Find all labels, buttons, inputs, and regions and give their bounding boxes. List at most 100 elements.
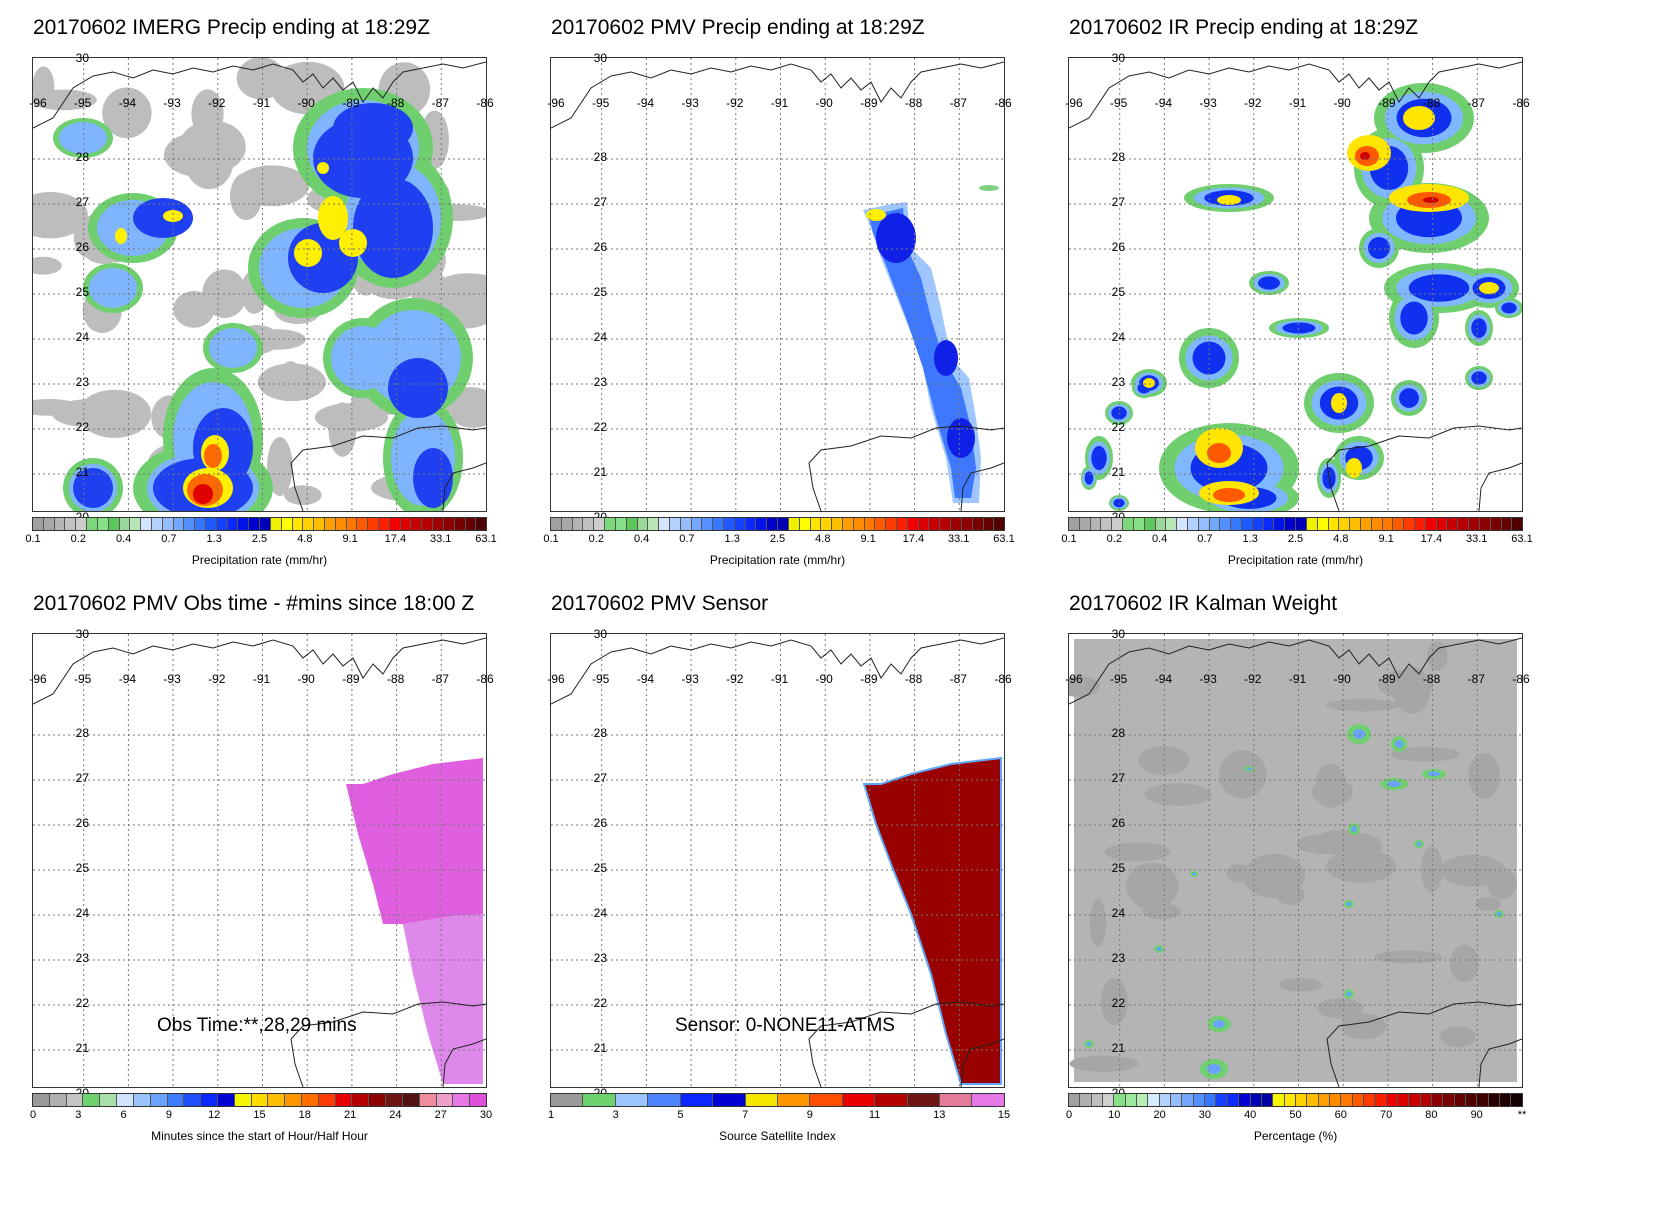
lon-label: -86 [1512, 672, 1530, 686]
lat-label: 23 [75, 375, 89, 389]
colorbar-tick-label: 4.8 [815, 533, 831, 545]
kalman-cell [1213, 1020, 1225, 1028]
lat-label: 25 [75, 285, 89, 299]
colorbar-swatch [1436, 518, 1448, 530]
precip-cell [1403, 106, 1435, 130]
colorbar-swatch [389, 518, 401, 530]
lat-label: 25 [593, 861, 607, 875]
kalman-cell [1428, 771, 1440, 777]
colorbar-tick-label: 24 [389, 1109, 402, 1121]
kalman-cell [1104, 842, 1171, 862]
map-plot [33, 634, 486, 1087]
colorbar-tick-label: 9 [806, 1109, 813, 1121]
colorbar-swatch [270, 518, 282, 530]
colorbar-swatch [1409, 1094, 1421, 1106]
kalman-cell [1086, 1042, 1092, 1046]
lon-label: -94 [636, 672, 655, 686]
colorbar-swatch [465, 518, 477, 530]
colorbar-swatch [853, 518, 865, 530]
colorbar-swatch [1133, 518, 1145, 530]
colorbar-swatch [1443, 1094, 1455, 1106]
kalman-cell [1138, 745, 1190, 775]
colorbar-swatch [49, 1094, 67, 1106]
kalman-cell [1440, 1026, 1476, 1048]
precip-cell [1399, 388, 1419, 408]
precip-cell [413, 448, 453, 508]
colorbar-tick-label: 0.2 [588, 533, 604, 545]
colorbar-swatch [268, 1094, 286, 1106]
colorbar-swatch [151, 518, 163, 530]
colorbar-swatch [907, 1094, 941, 1106]
kalman-cell [1296, 834, 1350, 855]
colorbar-swatch [1454, 1094, 1467, 1106]
colorbar-tick-label: 10 [1108, 1109, 1121, 1121]
precip-cell [866, 209, 886, 221]
map-frame [1068, 57, 1523, 512]
kalman-cell [1226, 864, 1251, 883]
colorbar-swatch [119, 518, 131, 530]
annotation-text: Obs Time:**,28,29 mins [157, 1015, 357, 1036]
colorbar-swatch [76, 518, 88, 530]
colorbar-swatch [1112, 518, 1124, 530]
lon-label: -88 [1422, 672, 1441, 686]
colorbar-swatch [162, 518, 174, 530]
lon-label: -87 [1467, 672, 1485, 686]
lat-label: 26 [1111, 240, 1125, 254]
lon-label: -91 [770, 96, 789, 110]
lon-label: -87 [1467, 96, 1485, 110]
precip-cell [1346, 458, 1362, 478]
precip-cell [115, 228, 127, 244]
colorbar-swatch [734, 518, 746, 530]
colorbar-tick-label: 80 [1425, 1109, 1438, 1121]
colorbar-swatch [251, 1094, 269, 1106]
colorbar-swatch [1466, 1094, 1478, 1106]
colorbar-swatch [918, 518, 930, 530]
colorbar-swatch [713, 518, 724, 530]
lat-label: 21 [1111, 465, 1125, 479]
coastline [808, 1001, 1004, 1087]
colorbar-tick-label: 0.4 [1151, 533, 1168, 545]
colorbar-tick-label: 1.3 [206, 533, 222, 545]
colorbar-swatch [1296, 518, 1307, 530]
colorbar-swatch [1284, 1094, 1296, 1106]
precip-cell [317, 162, 329, 174]
lon-label: -96 [547, 96, 565, 110]
precip-cell [204, 444, 222, 468]
colorbar-tick-label: 0 [1065, 1109, 1073, 1121]
kalman-cell [1416, 842, 1422, 846]
colorbar-swatch [470, 1094, 486, 1106]
precip-cell [236, 58, 286, 100]
colorbar-tick-label: 33.1 [947, 533, 970, 545]
kalman-cell [1390, 746, 1460, 762]
kalman-cell [1144, 783, 1212, 807]
colorbar-swatch [1137, 1094, 1149, 1106]
map-frame [32, 57, 487, 512]
lon-label: -93 [163, 96, 181, 110]
lat-label: 26 [593, 816, 607, 830]
colorbar-swatch [1328, 518, 1340, 530]
colorbar-swatch [281, 518, 293, 530]
chart-panel: 20170602 PMV Obs time - #mins since 18:0… [29, 576, 543, 1152]
coastline [442, 1038, 486, 1087]
colorbar-swatch [43, 518, 55, 530]
precip-cell [1471, 371, 1487, 385]
coastline [442, 462, 486, 511]
precip-cell [328, 402, 357, 457]
lat-label: 27 [593, 195, 607, 209]
colorbar-swatch [285, 1094, 302, 1106]
lon-label: -86 [476, 96, 494, 110]
colorbar-swatch [1375, 1094, 1387, 1106]
coastline [1326, 425, 1522, 511]
precip-cell [249, 329, 306, 350]
precip-cell [235, 165, 310, 207]
kalman-cell [1346, 991, 1352, 997]
lat-label: 24 [593, 906, 607, 920]
chart-title: 20170602 IR Kalman Weight [1069, 592, 1338, 615]
colorbar-tick-label: 2.5 [251, 533, 268, 545]
precip-cell [73, 468, 113, 508]
colorbar-swatch [778, 518, 789, 530]
colorbar-swatch [1393, 518, 1405, 530]
lon-label: -91 [770, 672, 789, 686]
lon-label: -95 [74, 96, 92, 110]
colorbar-swatch [821, 518, 833, 530]
